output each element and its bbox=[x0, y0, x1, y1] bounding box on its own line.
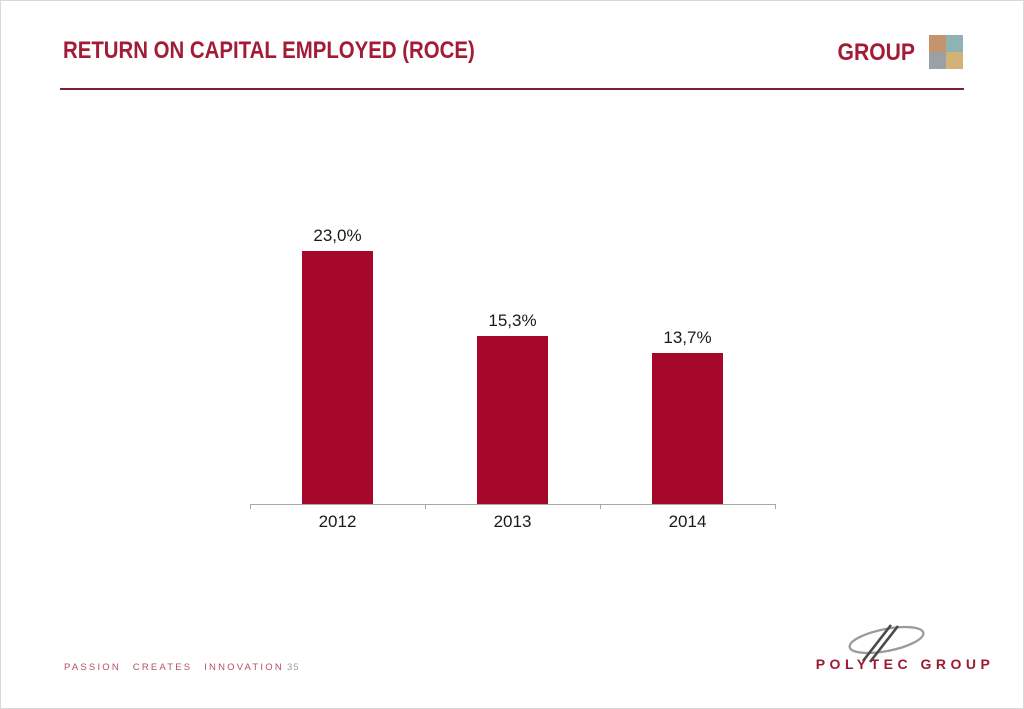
logo-square-1 bbox=[946, 35, 963, 52]
bar-2012 bbox=[302, 251, 373, 504]
logo-square-0 bbox=[929, 35, 946, 52]
page-number: 35 bbox=[287, 662, 300, 673]
polytec-brand-label: POLYTEC GROUP bbox=[815, 656, 995, 672]
x-axis-tick bbox=[775, 504, 776, 509]
polytec-ellipse-icon bbox=[848, 624, 925, 663]
bar-group-2013: 15,3% bbox=[425, 311, 600, 504]
x-tick-label-2014: 2014 bbox=[668, 512, 707, 531]
logo-square-2 bbox=[929, 52, 946, 69]
x-axis-tick bbox=[600, 504, 601, 509]
brand-group-label: GROUP bbox=[837, 39, 915, 66]
bar-2013 bbox=[477, 336, 548, 504]
bar-2014 bbox=[652, 353, 723, 504]
bar-group-2014: 13,7% bbox=[600, 328, 775, 504]
bar-value-label-2012: 23,0% bbox=[313, 226, 362, 245]
polytec-group-logo: POLYTEC GROUP bbox=[799, 617, 1011, 679]
logo-square-3 bbox=[946, 52, 963, 69]
header-divider bbox=[60, 88, 964, 90]
page-title: RETURN ON CAPITAL EMPLOYED (ROCE) bbox=[63, 37, 475, 64]
x-tick-label-2013: 2013 bbox=[493, 512, 532, 531]
bar-value-label-2014: 13,7% bbox=[663, 328, 712, 347]
footer-tagline: PASSION CREATES INNOVATION bbox=[64, 662, 284, 673]
x-axis-tick bbox=[425, 504, 426, 509]
bar-value-label-2013: 15,3% bbox=[488, 311, 537, 330]
x-axis-labels: 2012 2013 2014 bbox=[250, 512, 775, 534]
bar-group-2012: 23,0% bbox=[250, 226, 425, 504]
x-axis-line bbox=[250, 504, 776, 509]
group-logo-squares-icon bbox=[929, 35, 963, 69]
x-tick-label-2012: 2012 bbox=[318, 512, 357, 531]
x-axis-tick bbox=[250, 504, 251, 509]
roce-bar-chart: 23,0% 15,3% 13,7% bbox=[250, 196, 775, 504]
